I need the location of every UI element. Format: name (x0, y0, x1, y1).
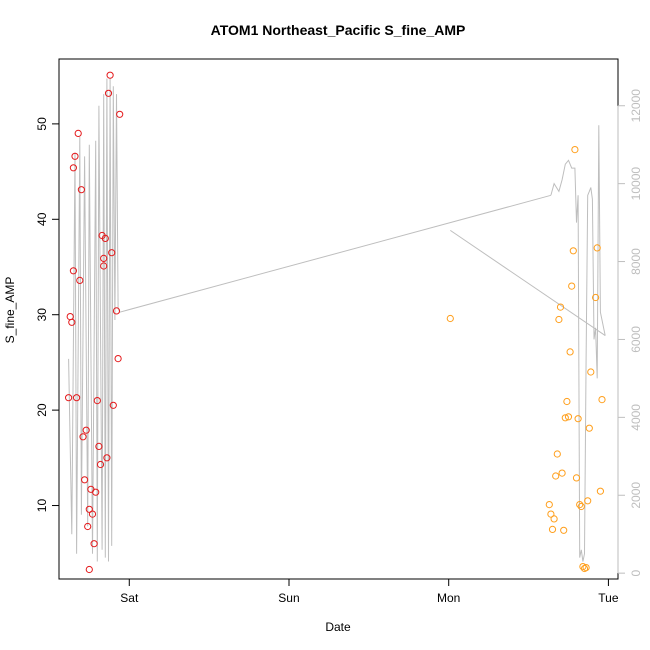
data-point (69, 164, 78, 172)
secondary-line-bridge (450, 229, 606, 336)
data-point (114, 355, 122, 363)
y2-tick-label: 0 (629, 570, 643, 577)
data-point (579, 563, 587, 571)
data-point (77, 186, 86, 194)
secondary-line-segment (68, 78, 121, 562)
x-axis-label: Date (325, 620, 351, 634)
x-tick-label: Mon (437, 591, 460, 605)
data-point (552, 472, 560, 480)
data-point (95, 442, 103, 450)
data-point (103, 454, 111, 462)
data-point (446, 314, 454, 323)
data-point (65, 394, 73, 402)
y2-tick-label: 2000 (629, 482, 643, 509)
data-point (74, 129, 82, 137)
y2-tick-label: 4000 (629, 404, 643, 431)
data-point (574, 415, 582, 423)
y-tick-label: 50 (35, 117, 49, 131)
data-point (96, 460, 105, 469)
data-point (566, 348, 574, 356)
y2-tick-label: 8000 (629, 248, 643, 275)
chart-title: ATOM1 Northeast_Pacific S_fine_AMP (211, 22, 466, 38)
y2-tick-label: 6000 (629, 326, 643, 353)
secondary-line-segment (550, 125, 606, 562)
data-point (576, 501, 584, 509)
data-point (564, 413, 573, 421)
data-point (79, 433, 87, 441)
y2-tick-label: 12000 (629, 89, 643, 123)
data-point (116, 110, 124, 118)
data-point (561, 414, 569, 422)
data-point (92, 488, 100, 496)
data-point (100, 262, 108, 270)
data-point (560, 526, 568, 534)
data-point (73, 394, 81, 402)
secondary-line-bridge (119, 194, 552, 313)
data-point (106, 71, 114, 79)
data-point (108, 249, 116, 257)
data-point (90, 540, 98, 548)
data-point (555, 315, 563, 324)
data-point (545, 501, 553, 509)
y-tick-label: 10 (35, 499, 49, 513)
data-point (593, 244, 601, 252)
data-point (568, 282, 576, 290)
data-point (84, 522, 92, 531)
data-point (577, 502, 585, 511)
data-point (76, 276, 84, 284)
data-point (571, 146, 579, 154)
data-point (585, 424, 593, 432)
data-point (101, 234, 109, 242)
data-point (582, 564, 590, 572)
data-point (104, 89, 113, 97)
y2-tick-label: 10000 (629, 167, 643, 201)
plot-frame (58, 58, 619, 580)
axes-group: 10 20 30 40 50 0 2000 4000 6000 8000 10000 12000 Sat… (35, 89, 643, 605)
x-tick-label: Sun (278, 591, 299, 605)
data-point (547, 510, 555, 518)
data-point (100, 254, 108, 262)
y-tick-label: 20 (35, 403, 49, 417)
data-point (596, 487, 605, 495)
data-point (81, 476, 89, 484)
data-point (569, 247, 577, 255)
data-point (112, 307, 121, 315)
y-tick-label: 40 (35, 212, 49, 226)
data-point (580, 564, 589, 573)
data-point (68, 318, 76, 326)
data-point (558, 469, 566, 477)
data-point (563, 397, 571, 406)
points-group (65, 71, 606, 574)
data-point (550, 515, 558, 523)
x-tick-label: Tue (598, 591, 619, 605)
data-point (71, 152, 79, 160)
plot-frame-group (58, 58, 619, 580)
data-point (93, 397, 101, 405)
data-point (553, 450, 561, 458)
secondary-line-group (68, 78, 606, 562)
data-point (85, 505, 93, 513)
data-point (556, 303, 565, 311)
data-point (587, 368, 595, 376)
data-point (69, 267, 78, 275)
data-point (85, 565, 93, 574)
data-point (88, 510, 97, 518)
data-point (584, 497, 592, 505)
y-axis-label: S_fine_AMP (3, 277, 17, 344)
data-point (592, 293, 600, 302)
x-tick-label: Sat (120, 591, 139, 605)
data-point (572, 474, 581, 482)
data-point (109, 401, 117, 409)
data-point (548, 525, 557, 534)
data-point (82, 426, 90, 434)
data-point (598, 396, 606, 404)
y-tick-label: 30 (35, 308, 49, 322)
